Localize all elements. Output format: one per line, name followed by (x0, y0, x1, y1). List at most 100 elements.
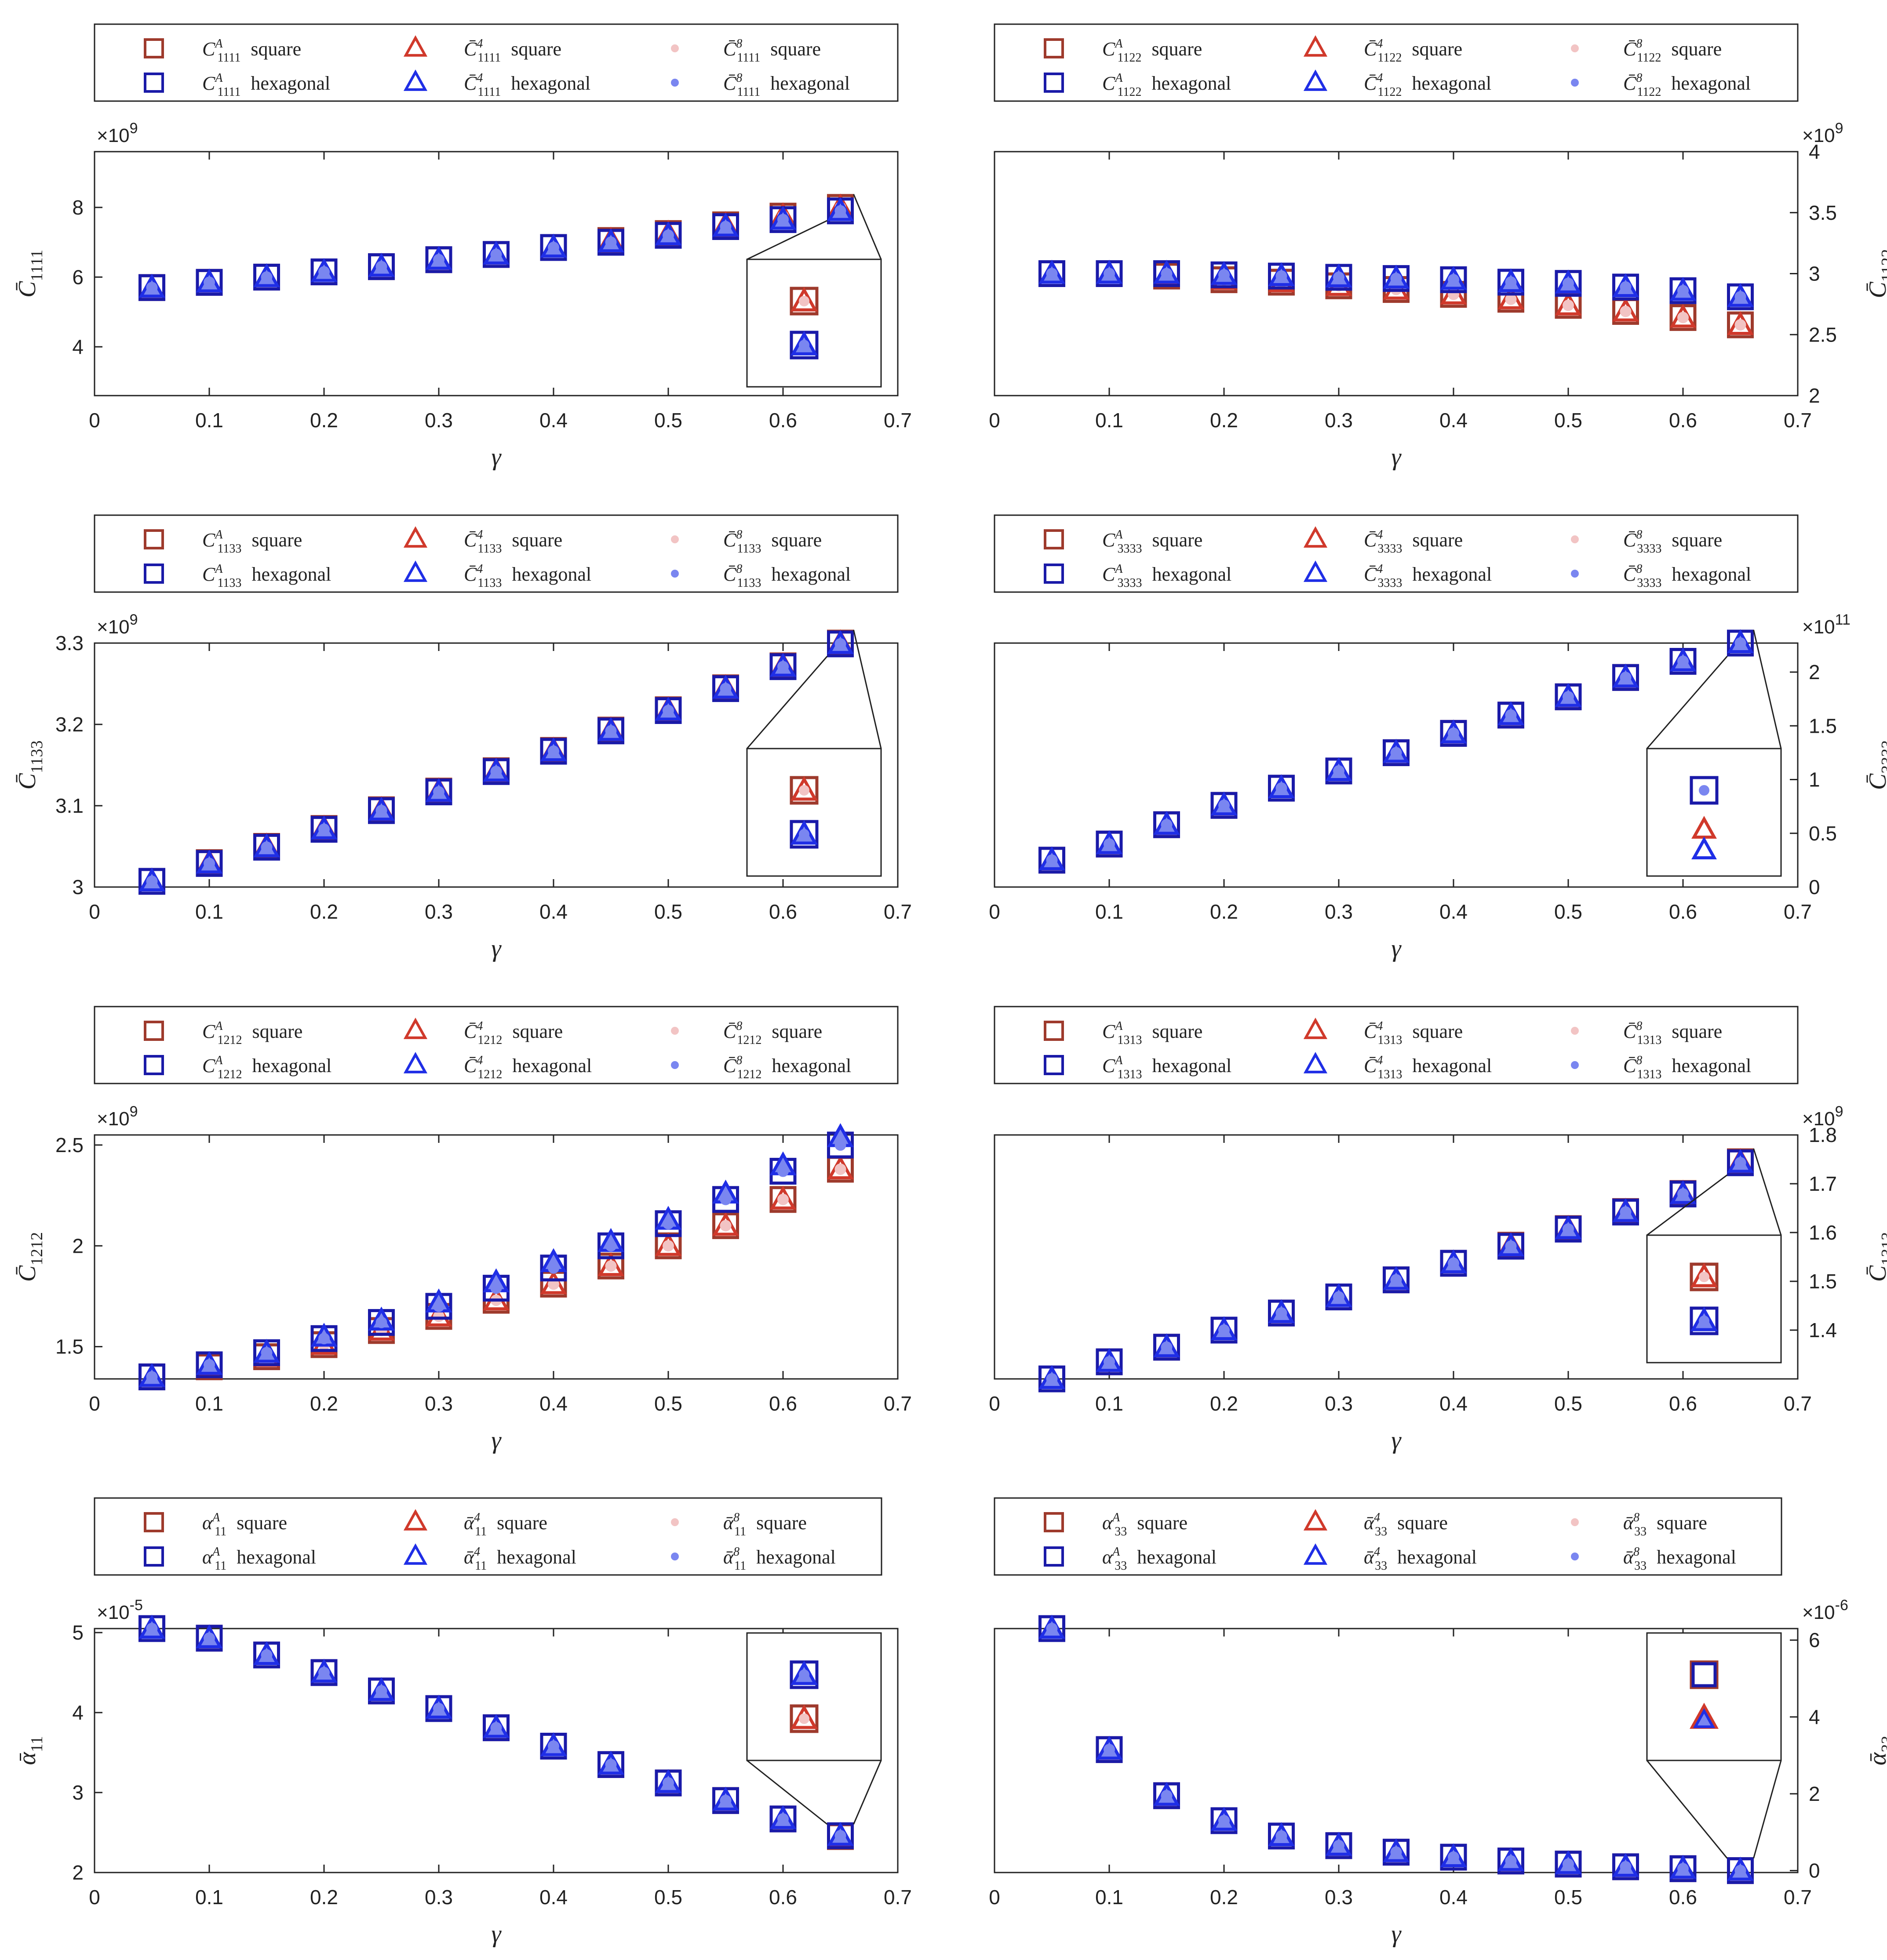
data-point-hex-bar8 (834, 1139, 846, 1151)
open-square-marker-icon (144, 73, 164, 93)
data-point-hex-bar8 (777, 1165, 789, 1177)
y-tick-label: 1.4 (1809, 1319, 1837, 1342)
y-exponent-label: ×10-6 (1802, 1597, 1848, 1623)
y-tick-label: 1.7 (1809, 1172, 1837, 1195)
open-square-marker-icon (1044, 1546, 1064, 1567)
x-axis-label: γ (491, 1920, 502, 1948)
legend-box (994, 23, 1799, 102)
legend-entry-bar8_hex: C̄8 1111 hexagonal (723, 71, 850, 99)
x-tick-label: 0.2 (310, 409, 338, 432)
chart-panel-a11: αA 11 square αA 11 hexagonal ᾱ4 11 square ᾱ4 11… (14, 1497, 912, 1948)
x-axis-label: γ (1391, 935, 1402, 962)
data-point-hex-bar8 (1275, 270, 1287, 282)
x-tick-label: 0.5 (654, 1886, 682, 1909)
data-point-hex-bar8 (204, 1632, 215, 1644)
data-point-square-bar8 (1734, 319, 1746, 331)
data-point-hex-bar8 (261, 841, 273, 853)
plot-frame (94, 1134, 899, 1380)
legend-entry-A_hex: αA 11 hexagonal (202, 1545, 316, 1573)
data-point-hex-bar8 (1563, 277, 1574, 289)
open-square-marker-icon (1044, 73, 1064, 93)
data-point-hex-bar8 (1333, 765, 1344, 777)
legend-box (994, 514, 1799, 593)
data-point-hex-bar8 (318, 266, 330, 278)
legend-entry-A_square: αA 11 square (202, 1511, 287, 1538)
data-point-hex-bar8 (1218, 1815, 1230, 1827)
data-point-hex-bar8 (663, 229, 674, 241)
data-point-hex-bar8 (375, 1685, 387, 1697)
data-point-hex-bar8 (433, 786, 444, 798)
open-triangle-marker-icon (1303, 35, 1328, 57)
legend-entry-A_hex: CA 3333 hexagonal (1102, 562, 1231, 590)
inset-hex-bar4 (1691, 836, 1717, 860)
y-exponent-label: ×109 (97, 1103, 138, 1130)
inset-hex-bar4 (1693, 1708, 1716, 1728)
inset-hex-bar8 (799, 1669, 809, 1680)
data-point-hex-bar8 (1104, 1744, 1115, 1756)
data-point-hex-bar8 (663, 705, 674, 716)
x-tick-label: 0.1 (195, 900, 223, 923)
y-exponent-label: ×109 (1802, 1103, 1843, 1130)
data-point-hex-bar8 (318, 823, 330, 835)
y-tick-label: 3.3 (55, 632, 84, 655)
y-tick-label: 1.5 (55, 1335, 84, 1358)
x-tick-label: 0.3 (425, 409, 453, 432)
inset-connector (853, 194, 882, 260)
inset-connector (1753, 1148, 1782, 1236)
data-point-hex-bar8 (548, 242, 559, 254)
y-tick-label: 0 (1809, 876, 1820, 898)
legend-box (994, 1006, 1799, 1084)
data-point-hex-bar8 (1620, 672, 1632, 684)
legend-entry-bar4_square: C̄4 1133 square (464, 528, 562, 556)
filled-dot-marker-icon (671, 1553, 679, 1560)
data-point-hex-bar8 (605, 236, 617, 248)
data-point-hex-bar8 (1275, 1307, 1287, 1319)
x-tick-label: 0 (989, 409, 1000, 432)
legend-entry-bar8_hex: C̄8 1313 hexagonal (1623, 1054, 1751, 1081)
x-tick-label: 0.2 (1210, 900, 1238, 923)
x-tick-label: 0.7 (884, 1392, 912, 1415)
data-point-hex-bar8 (834, 205, 846, 217)
legend-entry-bar8_hex: ᾱ8 33 hexagonal (1623, 1545, 1736, 1573)
x-axis-label: γ (491, 1427, 502, 1454)
data-point-hex-bar8 (433, 1300, 444, 1312)
filled-dot-marker-icon (671, 1027, 679, 1035)
data-point-hex-bar8 (318, 1333, 330, 1345)
open-triangle-marker-icon (403, 1052, 428, 1073)
inset-connector (1753, 1760, 1782, 1859)
open-triangle-marker-icon (403, 1509, 428, 1531)
data-point-hex-bar8 (1734, 1865, 1746, 1876)
y-tick-label: 1.8 (1809, 1124, 1837, 1146)
inset-hex-bar8 (799, 340, 809, 350)
x-tick-label: 0.4 (539, 900, 568, 923)
zoom-inset (746, 1632, 882, 1825)
open-triangle-marker-icon (403, 526, 428, 548)
legend-entry-bar8_hex: C̄8 3333 hexagonal (1623, 562, 1751, 590)
x-tick-label: 0.4 (1439, 1886, 1468, 1909)
inset-hex-bar8 (799, 829, 809, 840)
x-tick-label: 0 (89, 900, 100, 923)
x-axis-label: γ (491, 935, 502, 962)
legend-box (994, 1497, 1782, 1576)
open-square-marker-icon (1044, 529, 1064, 549)
y-axis-label: C̄1111 (14, 250, 46, 298)
data-point-hex-bar8 (1448, 1257, 1459, 1269)
legend-entry-bar8_square: ᾱ8 33 square (1623, 1511, 1707, 1538)
data-point-square-bar8 (605, 1260, 617, 1272)
data-point-hex-bar8 (375, 1316, 387, 1328)
legend-entry-bar4_hex: C̄4 1111 hexagonal (464, 71, 590, 99)
legend-entry-A_hex: CA 1133 hexagonal (202, 562, 331, 590)
x-tick-label: 0 (89, 409, 100, 432)
open-square-marker-icon (144, 1546, 164, 1567)
y-tick-label: 1 (1809, 768, 1820, 791)
inset-hex-bar8 (1699, 785, 1709, 796)
data-point-hex-bar8 (1161, 1341, 1173, 1353)
x-tick-label: 0.5 (654, 900, 682, 923)
data-point-hex-bar8 (548, 1262, 559, 1274)
data-point-hex-bar8 (1505, 1240, 1517, 1252)
legend-entry-bar4_hex: ᾱ4 11 hexagonal (464, 1545, 576, 1573)
data-point-hex-bar8 (146, 1371, 158, 1383)
x-tick-label: 0.2 (1210, 409, 1238, 432)
data-point-hex-bar8 (1505, 1855, 1517, 1867)
open-triangle-marker-icon (403, 560, 428, 582)
